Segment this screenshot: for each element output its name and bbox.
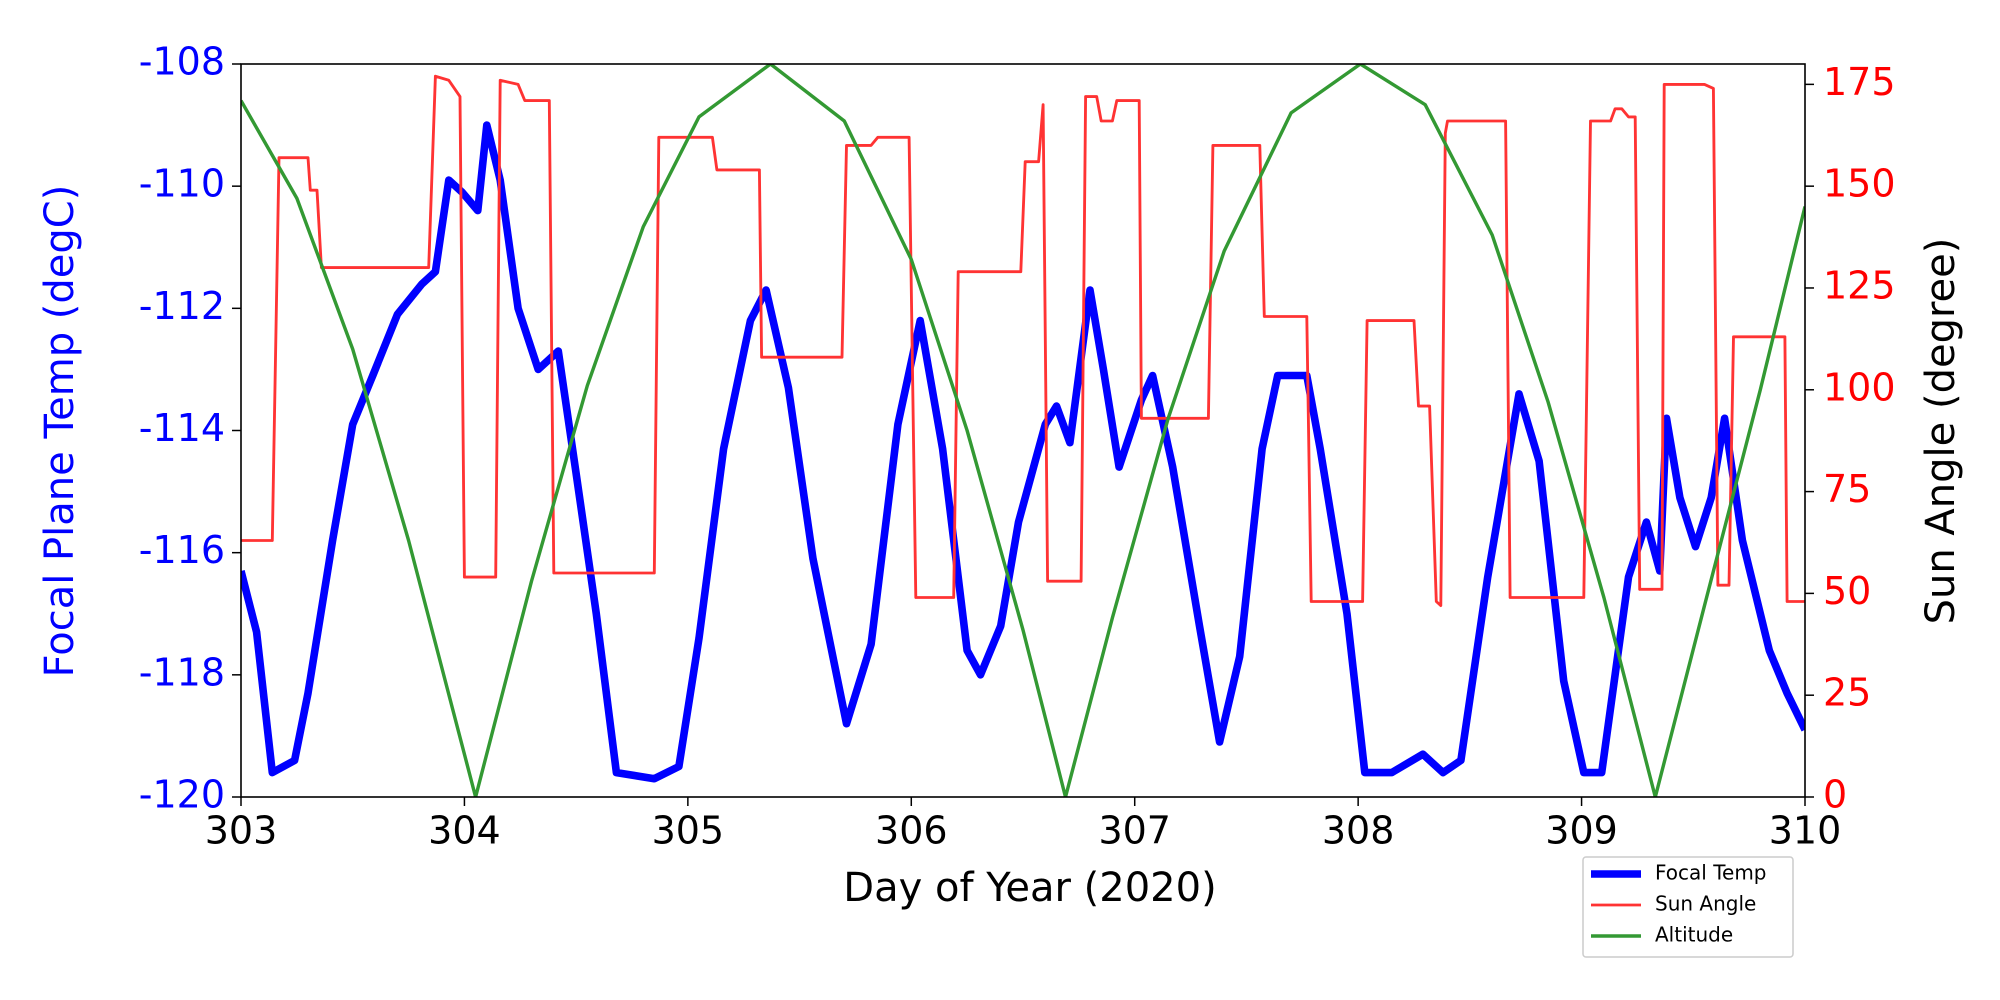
x-tick-label: 304: [428, 809, 501, 853]
legend-label: Focal Temp: [1655, 861, 1767, 885]
y2-axis-title: Sun Angle (degree): [1918, 238, 1964, 625]
y-tick-label: -120: [139, 773, 225, 817]
x-axis-title: Day of Year (2020): [843, 865, 1216, 911]
y2-tick-label: 25: [1823, 671, 1871, 715]
series-line: [241, 74, 1805, 608]
legend-label: Sun Angle: [1655, 892, 1756, 916]
y-tick-label: -108: [139, 40, 225, 84]
y2-tick-label: 125: [1823, 263, 1896, 307]
y2-tick-label: 0: [1823, 773, 1847, 817]
x-tick-label: 309: [1545, 809, 1618, 853]
x-tick-label: 303: [205, 809, 278, 853]
y2-tick-label: 75: [1823, 467, 1871, 511]
y-tick-label: -116: [139, 528, 225, 572]
y-tick-label: -118: [139, 650, 225, 694]
x-tick-label: 305: [652, 809, 725, 853]
x-tick-label: 308: [1322, 809, 1395, 853]
y2-tick-label: 150: [1823, 162, 1896, 206]
x-tick-label: 310: [1769, 809, 1842, 853]
y2-tick-label: 175: [1823, 60, 1896, 104]
legend-label: Altitude: [1655, 923, 1733, 947]
legend: Focal Temp Sun Angle Altitude: [1582, 856, 1794, 958]
legend-box: [1582, 856, 1794, 958]
y-axis-title: Focal Plane Temp (degC): [37, 185, 83, 678]
y-tick-label: -112: [139, 284, 225, 328]
y-tick-label: -110: [139, 162, 225, 206]
series-line: [241, 64, 1805, 797]
y-tick-label: -114: [139, 406, 225, 450]
y2-tick-label: 50: [1823, 569, 1871, 613]
y2-tick-label: 100: [1823, 365, 1896, 409]
x-tick-label: 307: [1098, 809, 1171, 853]
plot-frame: [240, 63, 1806, 798]
x-tick-label: 306: [875, 809, 948, 853]
